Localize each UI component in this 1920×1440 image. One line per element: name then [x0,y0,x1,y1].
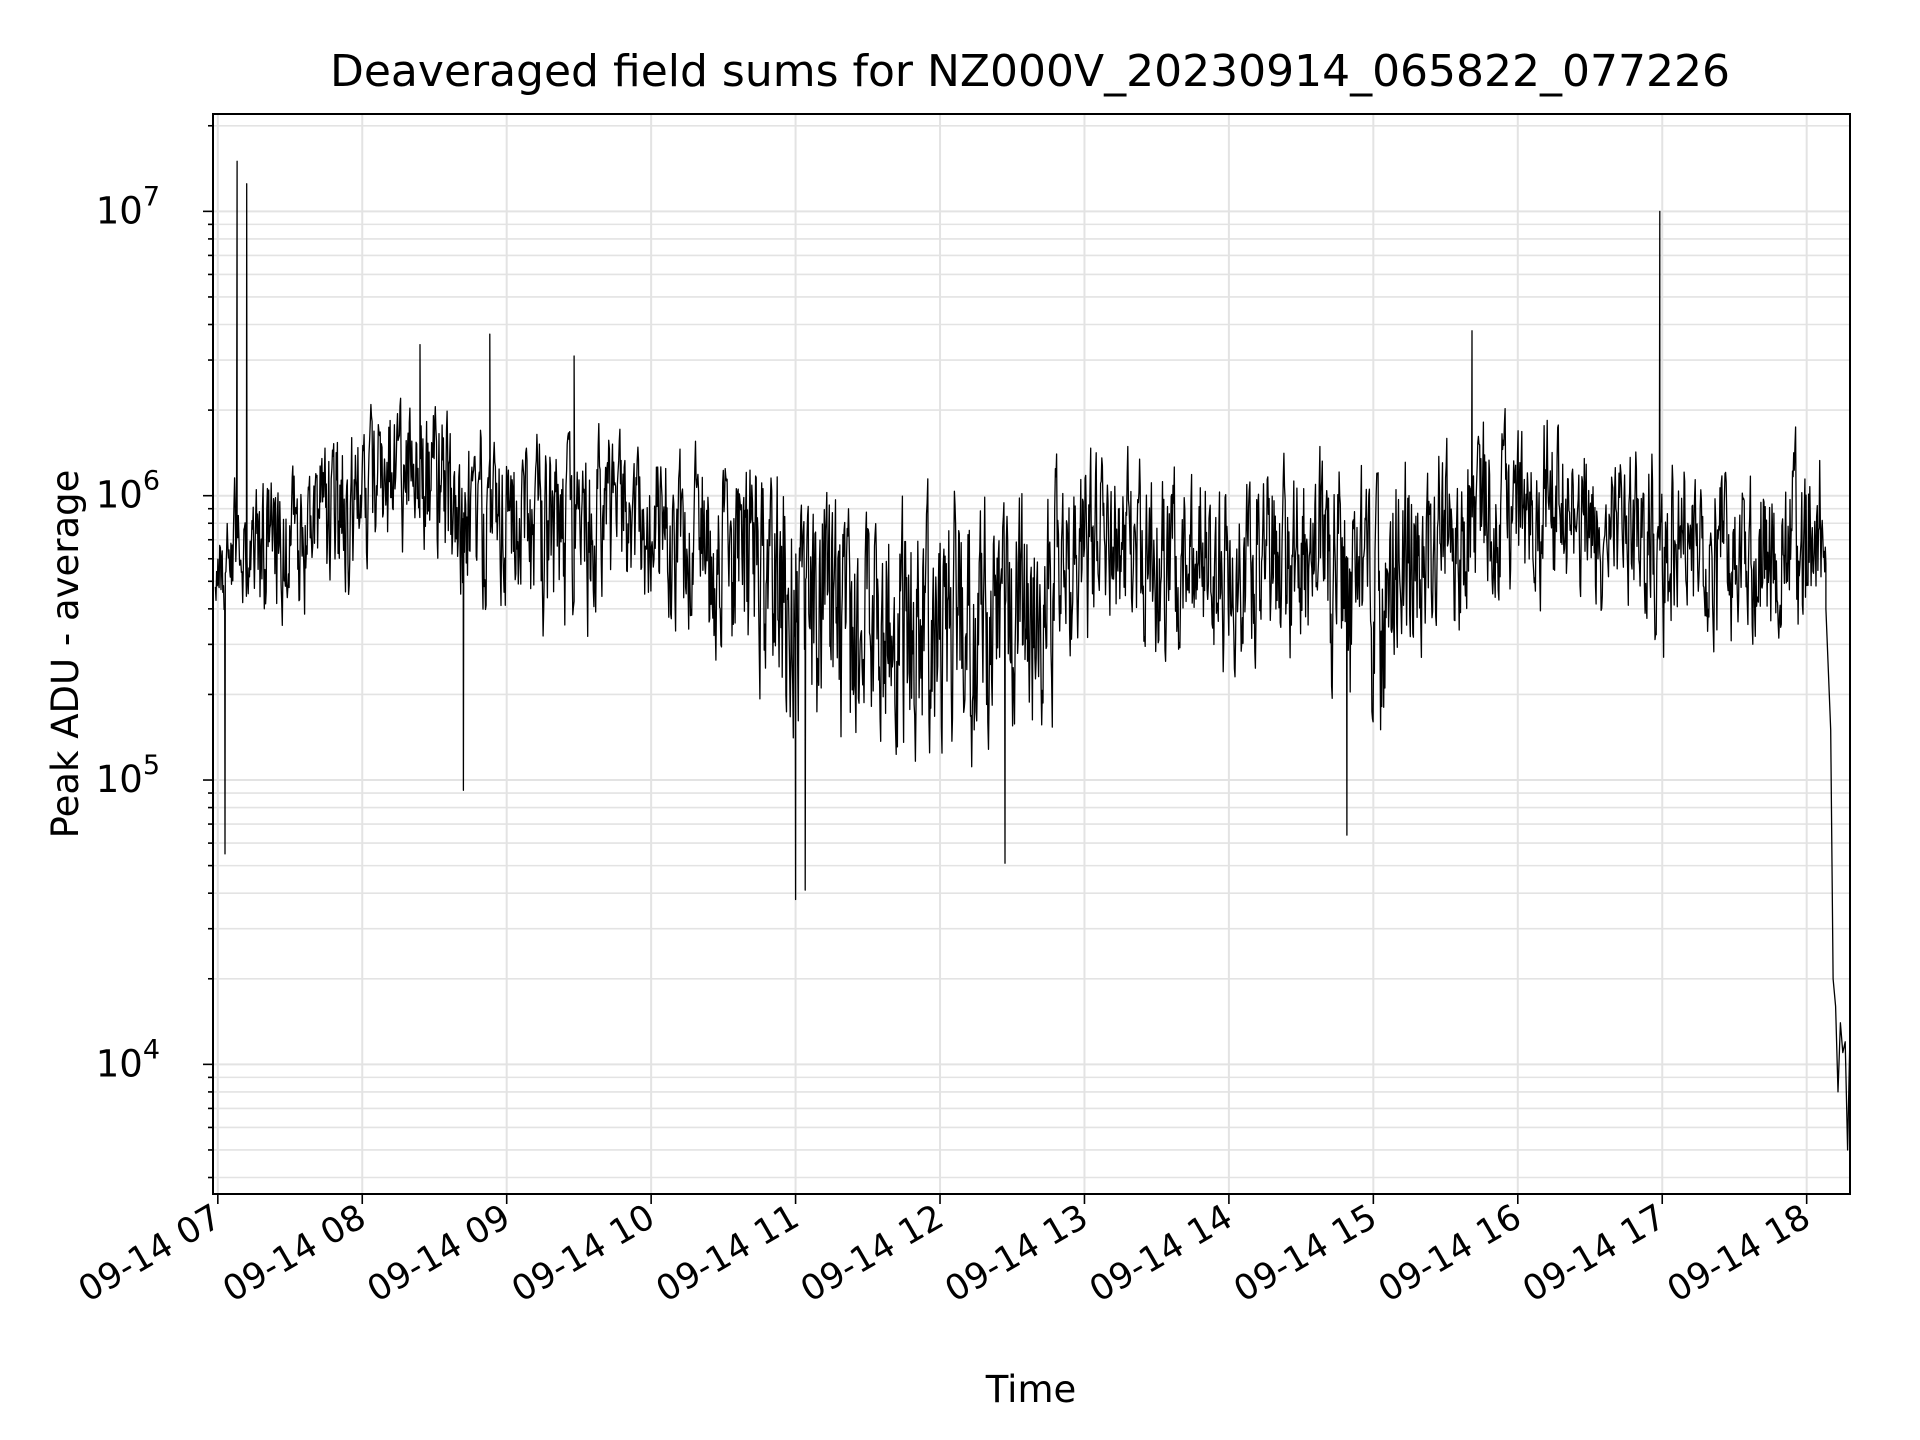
series-path [214,160,1851,1151]
y-tick-label: 104 [96,1034,160,1085]
x-tick-label: 09-14 08 [216,1197,372,1310]
x-tick-label: 09-14 18 [1661,1197,1817,1310]
x-tick-label: 09-14 16 [1372,1197,1528,1310]
y-tick-label: 106 [96,466,160,517]
x-tick-label: 09-14 10 [505,1197,661,1310]
x-tick-label: 09-14 07 [72,1197,228,1310]
x-tick-label: 09-14 15 [1228,1197,1384,1310]
chart-title: Deaveraged field sums for NZ000V_2023091… [330,46,1730,97]
plot-frame [212,113,1851,1195]
x-tick-label: 09-14 11 [650,1197,806,1310]
series-line [214,160,1851,1151]
y-tick-label: 105 [96,750,160,801]
y-axis-label: Peak ADU - average [44,470,87,839]
x-axis-label: Time [985,1368,1077,1411]
x-tick-label: 09-14 12 [794,1197,950,1310]
y-axis-ticks: 104 105 106 107 [96,124,213,1179]
x-tick-label: 09-14 17 [1516,1197,1672,1310]
x-tick-label: 09-14 13 [939,1197,1095,1310]
x-tick-label: 09-14 14 [1083,1197,1239,1310]
y-tick-label: 107 [96,181,160,232]
x-tick-label: 09-14 09 [361,1197,517,1310]
